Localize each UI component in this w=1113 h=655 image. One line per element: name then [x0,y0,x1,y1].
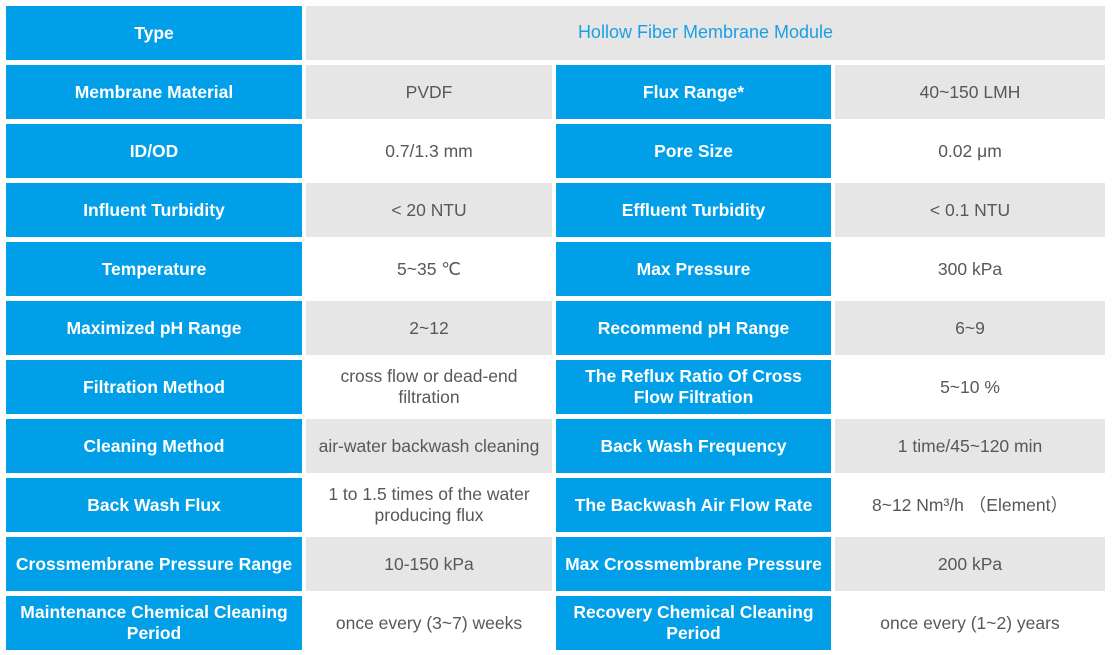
label-back-wash-flux: Back Wash Flux [6,478,302,532]
value-membrane-material: PVDF [306,65,552,119]
label-backwash-air-flow-rate: The Backwash Air Flow Rate [556,478,831,532]
value-flux-range: 40~150 LMH [835,65,1105,119]
value-back-wash-flux: 1 to 1.5 times of the water producing fl… [306,478,552,532]
label-recommend-ph-range: Recommend pH Range [556,301,831,355]
value-maintenance-chemical-cleaning-period: once every (3~7) weeks [306,596,552,650]
label-type: Type [6,6,302,60]
value-temperature: 5~35 ℃ [306,242,552,296]
value-backwash-air-flow-rate: 8~12 Nm³/h （Element） [835,478,1105,532]
label-id-od: ID/OD [6,124,302,178]
label-temperature: Temperature [6,242,302,296]
label-influent-turbidity: Influent Turbidity [6,183,302,237]
value-maximized-ph-range: 2~12 [306,301,552,355]
label-pore-size: Pore Size [556,124,831,178]
label-reflux-ratio: The Reflux Ratio Of Cross Flow Filtratio… [556,360,831,414]
label-back-wash-frequency: Back Wash Frequency [556,419,831,473]
value-type: Hollow Fiber Membrane Module [306,6,1105,60]
label-recovery-chemical-cleaning-period: Recovery Chemical Cleaning Period [556,596,831,650]
value-id-od: 0.7/1.3 mm [306,124,552,178]
value-pore-size: 0.02 μm [835,124,1105,178]
value-back-wash-frequency: 1 time/45~120 min [835,419,1105,473]
value-effluent-turbidity: < 0.1 NTU [835,183,1105,237]
value-max-pressure: 300 kPa [835,242,1105,296]
label-crossmembrane-pressure-range: Crossmembrane Pressure Range [6,537,302,591]
label-membrane-material: Membrane Material [6,65,302,119]
value-influent-turbidity: < 20 NTU [306,183,552,237]
value-cleaning-method: air-water backwash cleaning [306,419,552,473]
membrane-spec-table: Type Hollow Fiber Membrane Module Membra… [6,6,1105,650]
label-filtration-method: Filtration Method [6,360,302,414]
label-maintenance-chemical-cleaning-period: Maintenance Chemical Cleaning Period [6,596,302,650]
value-max-crossmembrane-pressure: 200 kPa [835,537,1105,591]
value-crossmembrane-pressure-range: 10-150 kPa [306,537,552,591]
label-cleaning-method: Cleaning Method [6,419,302,473]
value-reflux-ratio: 5~10 % [835,360,1105,414]
label-maximized-ph-range: Maximized pH Range [6,301,302,355]
label-max-pressure: Max Pressure [556,242,831,296]
label-max-crossmembrane-pressure: Max Crossmembrane Pressure [556,537,831,591]
label-effluent-turbidity: Effluent Turbidity [556,183,831,237]
label-flux-range: Flux Range* [556,65,831,119]
value-recovery-chemical-cleaning-period: once every (1~2) years [835,596,1105,650]
value-filtration-method: cross flow or dead-end filtration [306,360,552,414]
value-recommend-ph-range: 6~9 [835,301,1105,355]
